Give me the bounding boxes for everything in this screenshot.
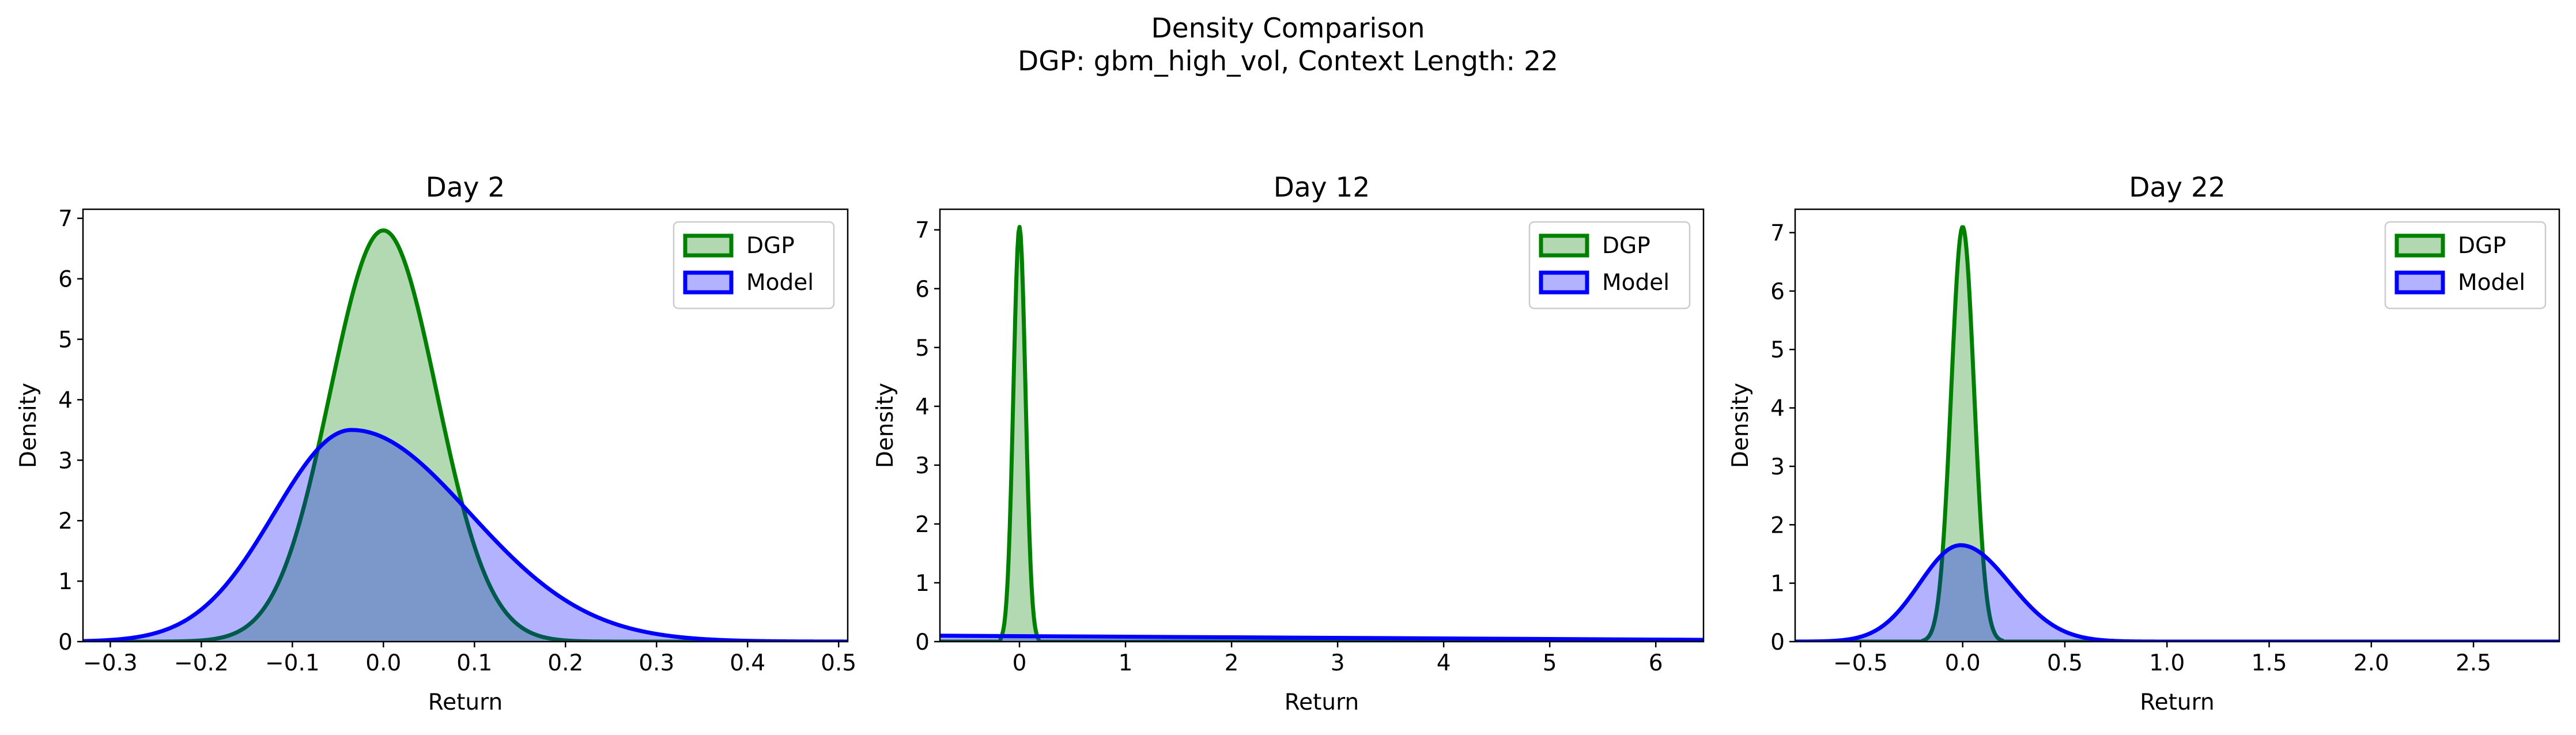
x-tick-label: 0.3 [639,650,674,676]
x-tick-label: 0.5 [821,650,856,676]
x-tick-label: 0.0 [365,650,401,676]
y-tick-label: 4 [915,394,930,420]
x-tick-label: 0.0 [1945,650,1981,676]
x-tick-label: 4 [1437,650,1451,676]
x-tick-label: −0.2 [174,650,229,676]
x-tick-label: 2 [1225,650,1239,676]
y-axis-label: Density [872,383,898,468]
x-tick-label: 0.5 [2047,650,2083,676]
x-tick-label: 0.4 [730,650,765,676]
y-tick-label: 3 [58,448,73,474]
dgp-legend-swatch [1539,233,1589,258]
x-tick-label: 2.5 [2456,650,2491,676]
axes-frame [939,208,1705,643]
y-tick-label: 2 [915,512,930,538]
y-tick-label: 2 [58,508,73,534]
x-tick-label: 3 [1331,650,1345,676]
panel-title: Day 22 [2129,172,2226,203]
model-legend-label: Model [2458,270,2525,296]
y-tick-label: 7 [1770,221,1785,247]
y-tick-label: 0 [1770,630,1785,655]
y-tick-label: 6 [1770,279,1785,305]
dgp-legend-label: DGP [2458,233,2506,259]
dgp-legend-label: DGP [746,233,795,259]
x-axis-label: Return [2140,689,2214,715]
model-density-line [83,428,848,642]
x-tick-label: 6 [1649,650,1663,676]
legend: DGP Model [1528,221,1691,310]
x-tick-label: 2.0 [2354,650,2389,676]
y-tick-label: 0 [915,630,930,655]
legend: DGP Model [2384,221,2547,310]
y-tick-label: 6 [58,267,73,293]
model-legend-swatch [683,270,734,295]
y-tick-label: 4 [58,387,73,413]
axes-frame [1794,208,2560,643]
y-axis-label: Density [1728,383,1754,468]
x-tick-label: −0.1 [265,650,320,676]
model-legend-label: Model [1602,270,1670,296]
legend: DGP Model [673,221,835,310]
panel-title: Day 2 [426,172,505,203]
dgp-legend-swatch [683,233,734,258]
x-tick-label: 0 [1013,650,1027,676]
y-tick-label: 1 [58,569,73,595]
y-tick-label: 5 [58,327,73,353]
y-tick-label: 7 [915,218,930,244]
y-tick-label: 5 [915,336,930,361]
panel-title: Day 12 [1274,172,1370,203]
model-density-fill [83,429,848,642]
model-legend-label: Model [746,270,814,296]
panel-day-22: Day 22 −0.5 0.0 0.5 1.0 1.5 2.0 2.5 0 1 2 3 4 5 6 7 Retu… [1728,172,2560,715]
x-tick-label: 1.0 [2149,650,2185,676]
panel-day-12: Day 12 0 1 2 3 4 5 6 0 1 2 3 4 5 6 7 Return Density DGP Mod… [872,172,1705,715]
dgp-legend-label: DGP [1602,233,1650,259]
dgp-density-fill [83,230,848,642]
y-tick-label: 3 [1770,454,1785,480]
dgp-legend-swatch [2394,233,2445,258]
axes-frame [82,208,849,643]
y-tick-label: 5 [1770,337,1785,363]
x-tick-label: 1 [1119,650,1133,676]
y-tick-label: 0 [58,630,73,655]
figure-title: Density Comparison [1151,13,1425,44]
panel-day-2: Day 2 −0.3 −0.2 −0.1 0.0 0.1 0.2 0.3 0.4 0.5 0 1 2 3 4… [16,172,856,715]
model-density-fill [1795,545,2559,642]
plot-area [83,228,848,642]
model-density-line [940,634,1704,642]
x-tick-label: 1.5 [2252,650,2287,676]
x-axis-label: Return [428,689,503,715]
y-tick-label: 4 [1770,396,1785,422]
y-tick-label: 3 [915,453,930,479]
x-tick-label: 5 [1543,650,1557,676]
x-tick-label: −0.5 [1833,650,1888,676]
x-tick-label: −0.3 [83,650,138,676]
y-tick-label: 1 [915,571,930,597]
figure-subtitle: DGP: gbm_high_vol, Context Length: 22 [1018,46,1558,77]
y-axis-label: Density [16,383,41,468]
y-tick-label: 2 [1770,512,1785,538]
x-tick-label: 0.1 [456,650,492,676]
model-legend-swatch [2394,270,2445,295]
dgp-density-line [83,228,848,642]
plot-area [940,225,1704,642]
x-axis-label: Return [1285,689,1359,715]
y-tick-label: 1 [1770,571,1785,597]
y-tick-label: 6 [915,277,930,303]
y-tick-label: 7 [58,206,73,232]
dgp-density-fill [940,227,1704,642]
model-legend-swatch [1539,270,1589,295]
x-tick-label: 0.2 [547,650,583,676]
